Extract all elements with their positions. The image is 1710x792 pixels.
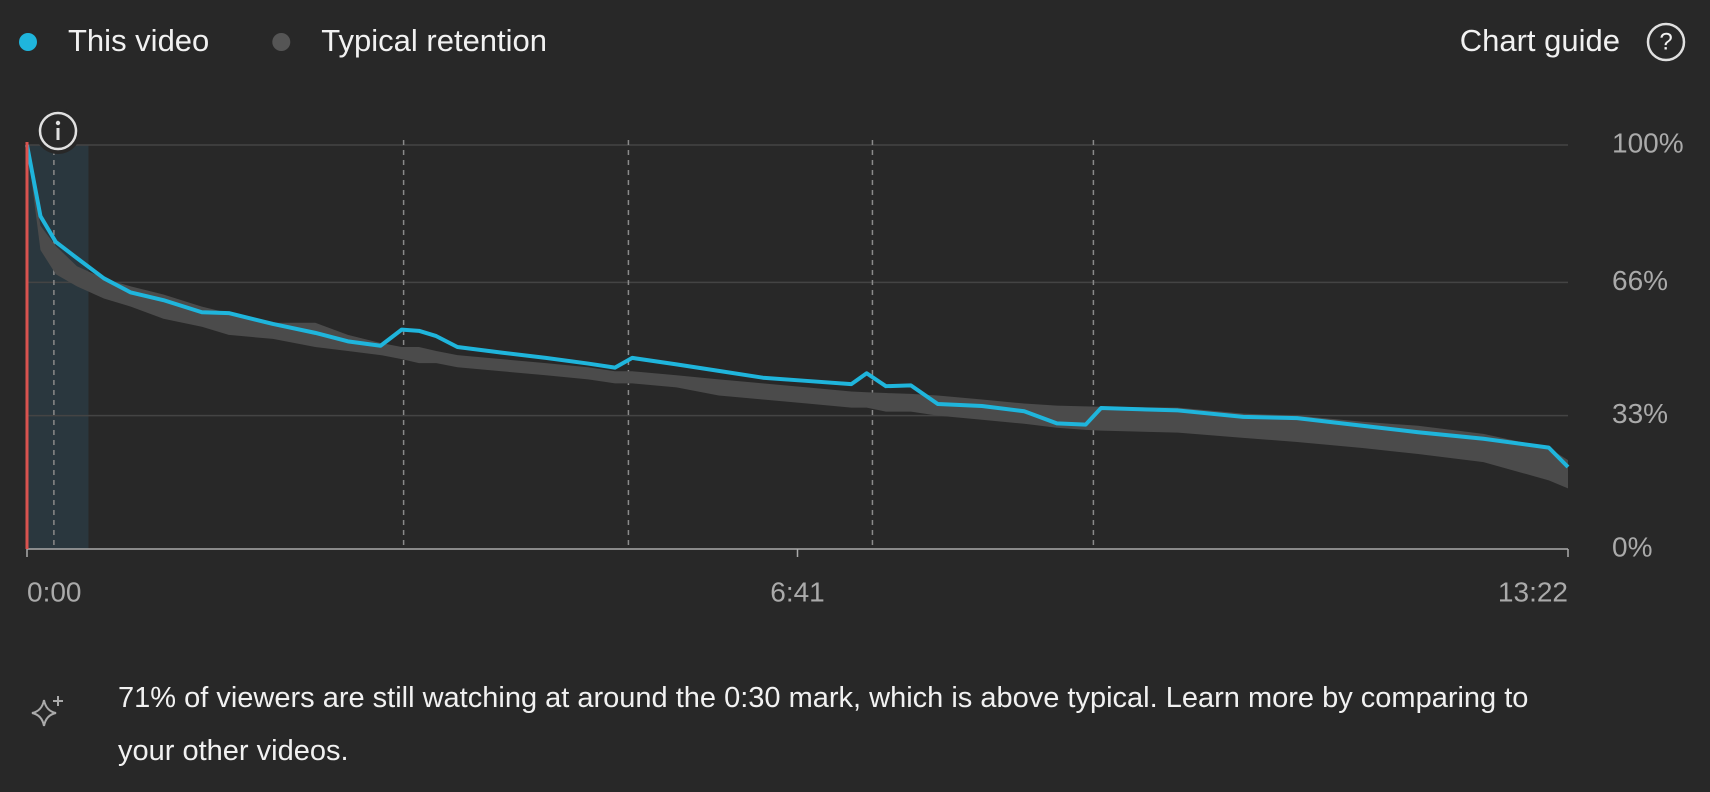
typical-band [27,145,1568,489]
legend-label: This video [68,23,209,58]
x-tick-label: 0:00 [27,576,82,607]
legend-dot [19,33,37,51]
x-tick-label: 13:22 [1498,576,1568,607]
chart-guide[interactable]: Chart guide [1460,23,1620,58]
help-icon[interactable]: ? [1646,22,1686,62]
y-tick-label: 66% [1612,265,1668,296]
info-icon-dot [55,120,61,126]
legend-dot [272,33,291,51]
insight-text: 71% of viewers are still watching at aro… [118,682,1529,767]
x-tick-label: 6:41 [770,576,825,607]
sparkle-icon [31,696,63,727]
retention-line [25,144,1570,469]
legend-label: Typical retention [321,23,547,58]
info-icon-ring [38,111,78,151]
y-tick-label: 33% [1612,398,1668,429]
y-tick-label: 100% [1612,127,1684,158]
y-tick-label: 0% [1612,531,1652,562]
info-icon[interactable] [35,108,81,154]
svg-text:?: ? [1659,28,1672,55]
